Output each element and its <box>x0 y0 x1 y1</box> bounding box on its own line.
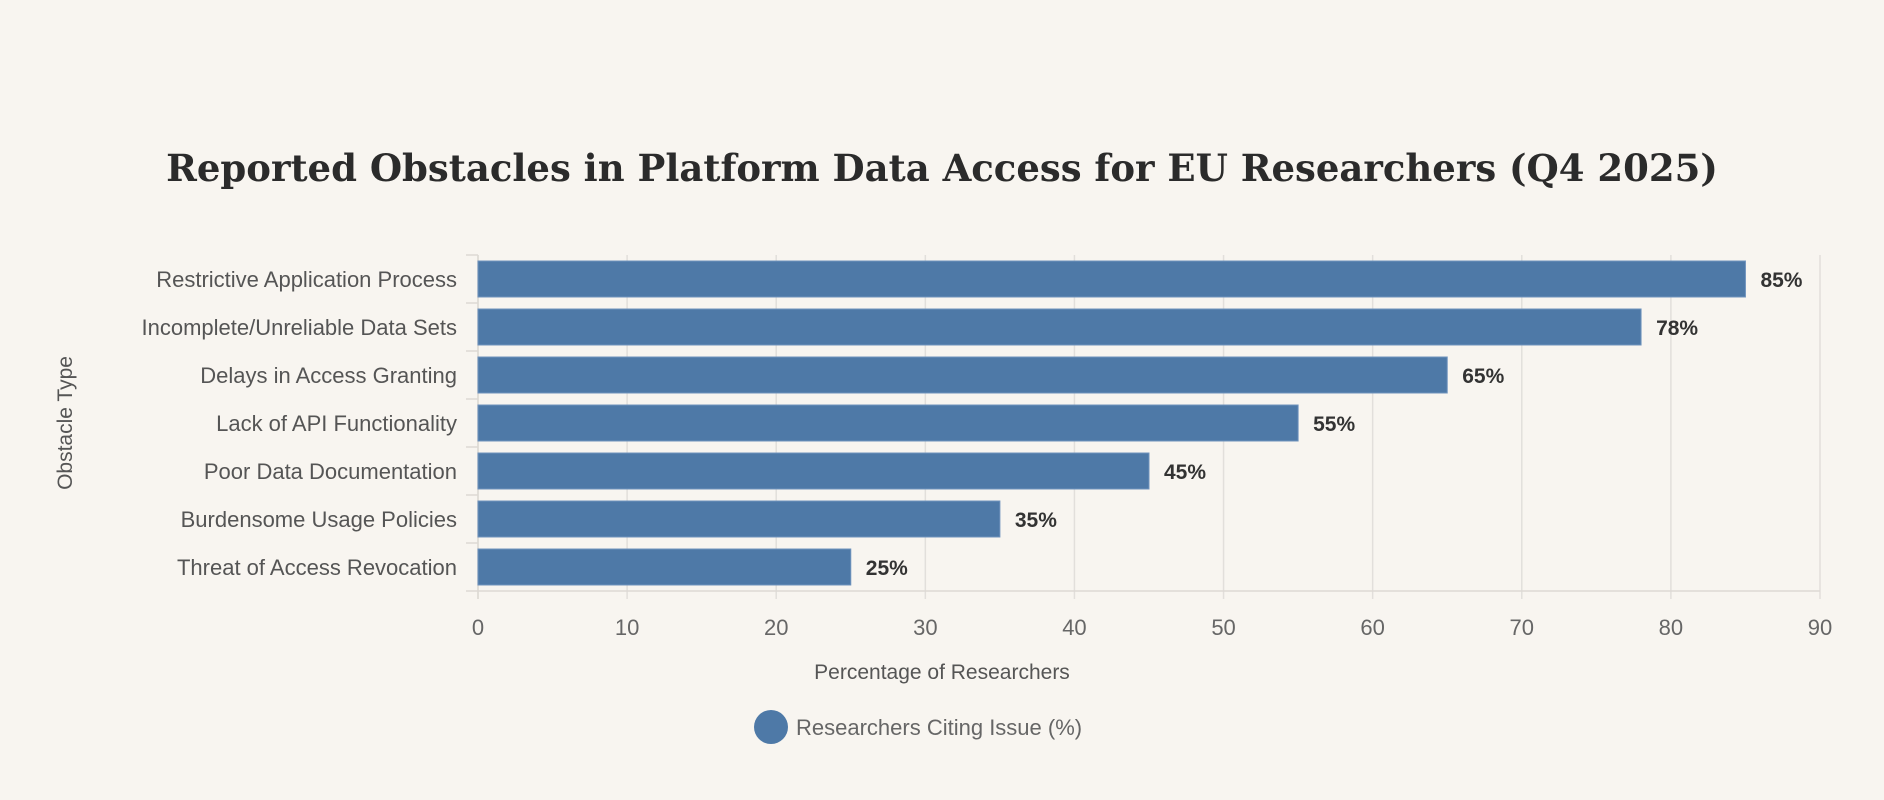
data-label: 78% <box>1656 317 1698 340</box>
y-category-label: Incomplete/Unreliable Data Sets <box>142 315 458 340</box>
x-tick-label: 50 <box>1211 615 1235 640</box>
legend-label: Researchers Citing Issue (%) <box>796 715 1082 740</box>
y-category-label: Lack of API Functionality <box>216 411 457 436</box>
y-category-label: Threat of Access Revocation <box>177 555 457 580</box>
bar[interactable] <box>477 452 1150 490</box>
data-label: 35% <box>1015 509 1057 532</box>
x-axis-title: Percentage of Researchers <box>814 661 1070 684</box>
x-tick-label: 0 <box>472 615 484 640</box>
chart-title: Reported Obstacles in Platform Data Acce… <box>166 146 1718 190</box>
x-tick-label: 90 <box>1808 615 1832 640</box>
x-tick-label: 40 <box>1062 615 1086 640</box>
legend-marker <box>754 710 788 744</box>
bar[interactable] <box>477 260 1746 298</box>
x-tick-label: 60 <box>1360 615 1384 640</box>
data-label: 25% <box>866 557 908 580</box>
data-label: 45% <box>1164 461 1206 484</box>
y-category-label: Delays in Access Granting <box>200 363 457 388</box>
bar[interactable] <box>477 548 852 586</box>
y-category-label: Restrictive Application Process <box>156 267 457 292</box>
y-axis-title: Obstacle Type <box>54 356 77 490</box>
bar[interactable] <box>477 500 1001 538</box>
x-tick-label: 10 <box>615 615 639 640</box>
bar[interactable] <box>477 308 1642 346</box>
bar[interactable] <box>477 404 1299 442</box>
y-category-label: Burdensome Usage Policies <box>181 507 457 532</box>
x-tick-label: 30 <box>913 615 937 640</box>
x-tick-label: 80 <box>1659 615 1683 640</box>
y-category-label: Poor Data Documentation <box>204 459 457 484</box>
legend[interactable]: Researchers Citing Issue (%) <box>754 710 1082 744</box>
x-tick-label: 70 <box>1510 615 1534 640</box>
bar[interactable] <box>477 356 1448 394</box>
data-label: 85% <box>1760 269 1802 292</box>
data-label: 55% <box>1313 413 1355 436</box>
x-tick-label: 20 <box>764 615 788 640</box>
data-label: 65% <box>1462 365 1504 388</box>
